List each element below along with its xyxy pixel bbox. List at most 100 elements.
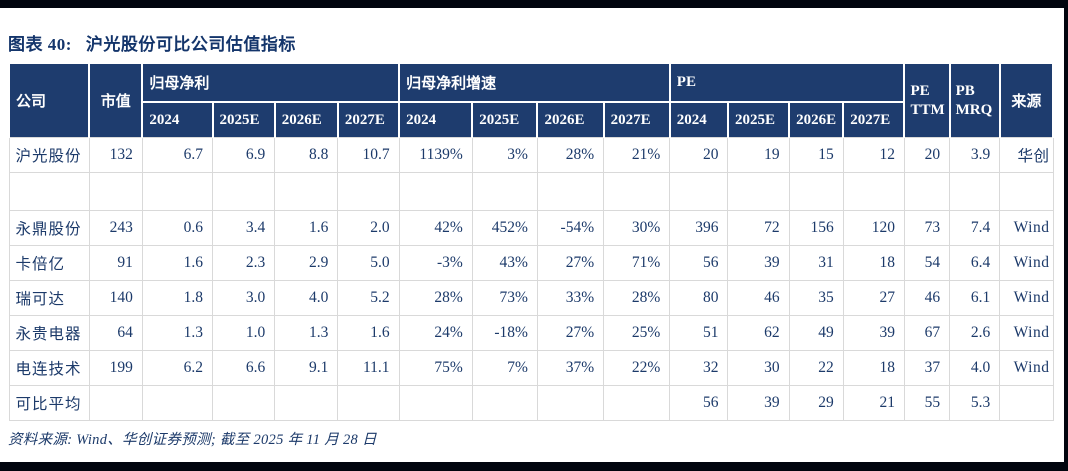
value-cell: 25% [603, 315, 671, 351]
value-cell [536, 172, 605, 211]
value-cell: 30 [727, 350, 790, 386]
figure-number: 图表 40: [8, 35, 72, 54]
value-cell: 73 [903, 210, 951, 246]
value-cell [141, 172, 214, 211]
value-cell [788, 172, 844, 211]
year-header: 2024 [668, 101, 729, 138]
value-cell [603, 385, 671, 421]
company-cell: 卡倍亿 [8, 245, 90, 281]
value-cell: 35 [788, 280, 844, 316]
value-cell: 8.8 [274, 137, 339, 173]
value-cell: 120 [842, 210, 905, 246]
company-cell: 永鼎股份 [8, 210, 90, 246]
value-cell: 1139% [398, 137, 473, 173]
year-header: 2027E [602, 101, 671, 138]
source-cell [999, 385, 1054, 421]
value-cell: 31 [788, 245, 844, 281]
value-cell: 1.3 [141, 315, 214, 351]
table-row: 卡倍亿 91 1.6 2.3 2.9 5.0 -3% 43% 27% 71% 56 39 31 18 54 6… [8, 245, 1054, 281]
page-top-border [0, 0, 1068, 8]
value-cell: 6.2 [141, 350, 214, 386]
value-cell [398, 385, 473, 421]
value-cell: 30% [603, 210, 671, 246]
value-cell: 18 [842, 245, 905, 281]
value-cell: 43% [471, 245, 538, 281]
value-cell: 91 [88, 245, 143, 281]
group-header-pe: PE [668, 62, 906, 103]
page-right-border [1064, 0, 1068, 471]
value-cell: 396 [669, 210, 729, 246]
value-cell: 39 [842, 315, 905, 351]
value-cell: 5.2 [337, 280, 400, 316]
year-header: 2025E [471, 101, 539, 138]
value-cell: 243 [88, 210, 143, 246]
value-cell: 1.6 [337, 315, 400, 351]
value-cell: 5.3 [949, 385, 1001, 421]
value-cell: 15 [788, 137, 844, 173]
value-cell: 27% [536, 315, 605, 351]
value-cell: 22% [603, 350, 671, 386]
value-cell: 1.3 [274, 315, 339, 351]
company-cell: 电连技术 [8, 350, 90, 386]
value-cell: 32 [669, 350, 729, 386]
year-header: 2025E [726, 101, 791, 138]
table-body: 沪光股份 132 6.7 6.9 8.8 10.7 1139% 3% 28% 21% 20 19 15 1… [8, 137, 1054, 421]
value-cell [398, 172, 473, 211]
value-cell [842, 172, 905, 211]
table-row: 永鼎股份 243 0.6 3.4 1.6 2.0 42% 452% -54% 30% 396 72 15… [8, 210, 1054, 246]
value-cell [727, 172, 790, 211]
value-cell: 1.6 [141, 245, 214, 281]
value-cell: 56 [669, 245, 729, 281]
value-cell: 19 [727, 137, 790, 173]
header-year-row: 2024 2025E 2026E 2027E 2024 2025E 2026E … [9, 101, 1053, 138]
value-cell: 2.9 [274, 245, 339, 281]
value-cell [212, 172, 276, 211]
value-cell: 12 [842, 137, 905, 173]
value-cell: 28% [398, 280, 473, 316]
col-header-company: 公司 [7, 62, 91, 138]
value-cell: 1.0 [212, 315, 276, 351]
value-cell: 55 [903, 385, 951, 421]
source-cell [999, 172, 1054, 211]
value-cell: 28% [536, 137, 605, 173]
value-cell: 39 [727, 385, 790, 421]
value-cell: 2.3 [212, 245, 276, 281]
value-cell: -18% [471, 315, 538, 351]
value-cell: 6.6 [212, 350, 276, 386]
value-cell: 0.6 [141, 210, 214, 246]
value-cell: 1.8 [141, 280, 214, 316]
value-cell [337, 172, 400, 211]
value-cell: 3.0 [212, 280, 276, 316]
value-cell: 6.7 [141, 137, 214, 173]
value-cell [274, 172, 339, 211]
value-cell: 4.0 [274, 280, 339, 316]
value-cell [212, 385, 276, 421]
value-cell: 39 [727, 245, 790, 281]
value-cell: 21 [842, 385, 905, 421]
company-cell: 永贵电器 [8, 315, 90, 351]
value-cell: 37 [903, 350, 951, 386]
source-note: 资料来源: Wind、华创证券预测; 截至 2025 年 11 月 28 日 [8, 432, 377, 448]
value-cell: 22 [788, 350, 844, 386]
value-cell: 3.9 [949, 137, 1001, 173]
value-cell: 28% [603, 280, 671, 316]
value-cell: 51 [669, 315, 729, 351]
year-header: 2026E [788, 101, 845, 138]
table-row: 瑞可达 140 1.8 3.0 4.0 5.2 28% 73% 33% 28% 80 46 35 27 46… [8, 280, 1054, 316]
source-cell: Wind [999, 315, 1054, 351]
value-cell: 37% [536, 350, 605, 386]
year-header: 2026E [273, 101, 339, 138]
value-cell: 7.4 [949, 210, 1001, 246]
source-cell: Wind [999, 210, 1054, 246]
year-header: 2024 [398, 101, 474, 138]
value-cell: 20 [669, 137, 729, 173]
year-header: 2024 [141, 101, 214, 138]
company-cell: 可比平均 [8, 385, 90, 421]
source-cell: Wind [999, 280, 1054, 316]
year-header: 2026E [536, 101, 605, 138]
header-group-row: 公司 市值 归母净利 归母净利增速 PE PE TTM PB MRQ 来源 [7, 62, 1055, 138]
value-cell: 2.0 [337, 210, 400, 246]
value-cell: 67 [903, 315, 951, 351]
col-header-source: 来源 [998, 62, 1055, 138]
